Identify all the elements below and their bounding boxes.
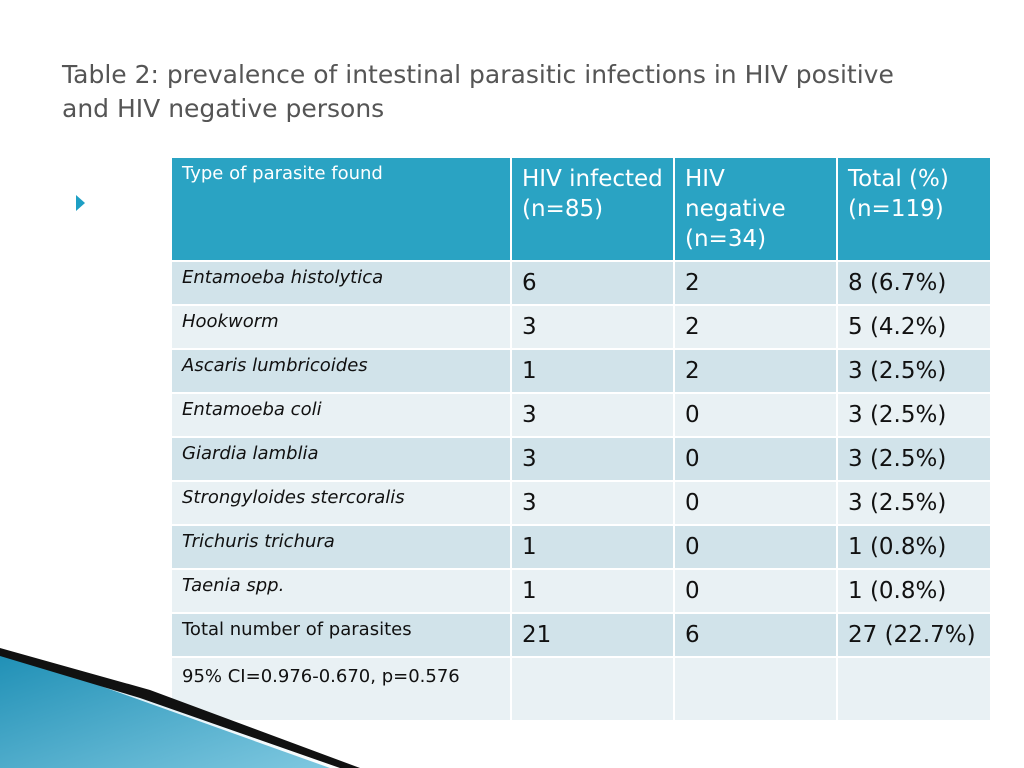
- hiv-infected-total: 21: [510, 612, 675, 658]
- parasite-name: Giardia lamblia: [170, 436, 512, 482]
- total-count: 3 (2.5%): [836, 480, 992, 526]
- total-label: Total number of parasites: [170, 612, 512, 658]
- table-row: Hookworm 3 2 5 (4.2%): [170, 304, 992, 350]
- table-row: Entamoeba coli 3 0 3 (2.5%): [170, 392, 992, 438]
- hiv-infected-count: 3: [510, 480, 675, 526]
- hiv-negative-count: 2: [673, 260, 838, 306]
- parasite-name: Entamoeba coli: [170, 392, 512, 438]
- parasite-name: Strongyloides stercoralis: [170, 480, 512, 526]
- header-hiv-negative: HIV negative (n=34): [673, 156, 838, 262]
- decorative-swoosh: [0, 648, 360, 768]
- table-row: Trichuris trichura 1 0 1 (0.8%): [170, 524, 992, 570]
- hiv-negative-count: 0: [673, 392, 838, 438]
- empty-cell: [673, 656, 838, 722]
- parasite-name: Trichuris trichura: [170, 524, 512, 570]
- header-parasite-type: Type of parasite found: [170, 156, 512, 262]
- total-count: 3 (2.5%): [836, 348, 992, 394]
- empty-cell: [510, 656, 675, 722]
- hiv-infected-count: 1: [510, 348, 675, 394]
- hiv-negative-count: 0: [673, 436, 838, 482]
- hiv-negative-count: 2: [673, 304, 838, 350]
- hiv-infected-count: 1: [510, 524, 675, 570]
- table-header-row: Type of parasite found HIV infected (n=8…: [170, 156, 992, 262]
- parasite-name: Ascaris lumbricoides: [170, 348, 512, 394]
- hiv-infected-count: 3: [510, 392, 675, 438]
- parasite-prevalence-table: Type of parasite found HIV infected (n=8…: [170, 156, 992, 722]
- grand-total: 27 (22.7%): [836, 612, 992, 658]
- confidence-interval-note: 95% CI=0.976-0.670, p=0.576: [170, 656, 512, 722]
- hiv-infected-count: 3: [510, 436, 675, 482]
- empty-cell: [836, 656, 992, 722]
- header-hiv-infected: HIV infected (n=85): [510, 156, 675, 262]
- hiv-infected-count: 1: [510, 568, 675, 614]
- hiv-infected-count: 3: [510, 304, 675, 350]
- table-row: Entamoeba histolytica 6 2 8 (6.7%): [170, 260, 992, 306]
- total-count: 1 (0.8%): [836, 568, 992, 614]
- parasite-name: Entamoeba histolytica: [170, 260, 512, 306]
- slide-title: Table 2: prevalence of intestinal parasi…: [62, 60, 894, 123]
- total-count: 5 (4.2%): [836, 304, 992, 350]
- table-row: Strongyloides stercoralis 3 0 3 (2.5%): [170, 480, 992, 526]
- total-count: 3 (2.5%): [836, 392, 992, 438]
- hiv-infected-count: 6: [510, 260, 675, 306]
- hiv-negative-count: 0: [673, 524, 838, 570]
- table-row: Taenia spp. 1 0 1 (0.8%): [170, 568, 992, 614]
- total-count: 3 (2.5%): [836, 436, 992, 482]
- parasite-name: Taenia spp.: [170, 568, 512, 614]
- parasite-name: Hookworm: [170, 304, 512, 350]
- total-row: Total number of parasites 21 6 27 (22.7%…: [170, 612, 992, 658]
- hiv-negative-total: 6: [673, 612, 838, 658]
- total-count: 1 (0.8%): [836, 524, 992, 570]
- table-row: Ascaris lumbricoides 1 2 3 (2.5%): [170, 348, 992, 394]
- hiv-negative-count: 0: [673, 568, 838, 614]
- triangle-bullet-icon: [76, 195, 85, 211]
- hiv-negative-count: 0: [673, 480, 838, 526]
- header-total: Total (%) (n=119): [836, 156, 992, 262]
- table-row: Giardia lamblia 3 0 3 (2.5%): [170, 436, 992, 482]
- statistics-row: 95% CI=0.976-0.670, p=0.576: [170, 656, 992, 722]
- hiv-negative-count: 2: [673, 348, 838, 394]
- total-count: 8 (6.7%): [836, 260, 992, 306]
